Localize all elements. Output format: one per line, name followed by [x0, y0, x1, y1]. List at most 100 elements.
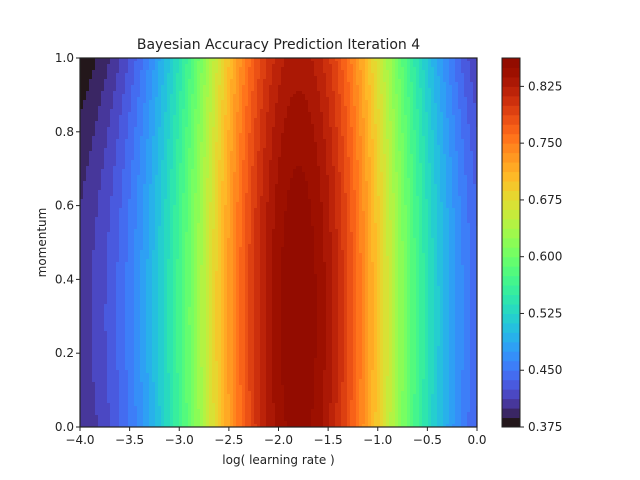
- contour-cell: [470, 259, 477, 263]
- contour-cell: [335, 223, 342, 227]
- contour-cell: [440, 88, 447, 92]
- contour-cell: [218, 70, 222, 74]
- contour-cell: [233, 256, 237, 260]
- contour-cell: [158, 250, 165, 254]
- contour-cell: [293, 94, 306, 98]
- contour-cell: [203, 235, 207, 239]
- contour-cell: [80, 208, 99, 212]
- contour-cell: [398, 196, 402, 200]
- contour-cell: [188, 58, 192, 62]
- contour-cell: [332, 64, 339, 68]
- contour-cell: [137, 175, 147, 179]
- contour-cell: [119, 211, 129, 215]
- contour-cell: [437, 130, 444, 134]
- contour-cell: [434, 181, 441, 185]
- contour-cell: [287, 199, 312, 203]
- contour-cell: [158, 238, 165, 242]
- contour-cell: [380, 220, 384, 224]
- contour-cell: [434, 157, 441, 161]
- contour-cell: [200, 94, 204, 98]
- contour-cell: [218, 253, 222, 257]
- contour-cell: [419, 118, 423, 122]
- contour-cell: [176, 145, 183, 149]
- contour-cell: [347, 241, 354, 245]
- contour-cell: [347, 142, 354, 146]
- contour-cell: [422, 190, 426, 194]
- contour-cell: [194, 265, 198, 269]
- contour-cell: [185, 265, 192, 269]
- contour-cell: [443, 130, 450, 134]
- contour-cell: [164, 202, 171, 206]
- contour-cell: [119, 115, 129, 119]
- contour-cell: [197, 163, 201, 167]
- contour-cell: [191, 235, 195, 239]
- contour-cell: [365, 73, 369, 77]
- contour-cell: [206, 151, 210, 155]
- contour-cell: [425, 169, 432, 173]
- contour-cell: [179, 109, 183, 113]
- contour-cell: [266, 130, 273, 134]
- contour-cell: [233, 259, 237, 263]
- contour-cell: [197, 142, 201, 146]
- contour-cell: [380, 247, 384, 251]
- contour-cell: [263, 193, 270, 197]
- contour-cell: [356, 220, 360, 224]
- contour-cell: [419, 235, 423, 239]
- contour-cell: [398, 193, 402, 197]
- contour-cell: [116, 145, 126, 149]
- contour-cell: [386, 124, 393, 128]
- contour-cell: [323, 235, 333, 239]
- contour-cell: [293, 169, 303, 173]
- contour-cell: [263, 166, 270, 170]
- contour-cell: [221, 223, 225, 227]
- contour-cell: [182, 139, 186, 143]
- contour-cell: [458, 169, 465, 173]
- contour-cell: [317, 160, 327, 164]
- contour-cell: [407, 124, 411, 128]
- contour-cell: [173, 64, 180, 68]
- contour-cell: [446, 88, 453, 92]
- contour-cell: [374, 91, 378, 95]
- contour-cell: [254, 223, 261, 227]
- contour-cell: [134, 247, 144, 251]
- contour-cell: [83, 196, 99, 200]
- contour-cell: [227, 259, 234, 263]
- contour-cell: [362, 97, 366, 101]
- contour-cell: [92, 139, 108, 143]
- contour-cell: [206, 82, 210, 86]
- contour-cell: [446, 154, 450, 158]
- contour-cell: [98, 196, 111, 200]
- contour-cell: [392, 136, 396, 140]
- contour-cell: [377, 238, 381, 242]
- contour-cell: [212, 241, 219, 245]
- contour-cell: [401, 100, 405, 104]
- contour-cell: [233, 253, 237, 257]
- contour-cell: [80, 250, 93, 254]
- contour-cell: [182, 70, 186, 74]
- contour-cell: [236, 118, 243, 122]
- contour-cell: [386, 91, 390, 95]
- contour-cell: [368, 211, 372, 215]
- contour-cell: [461, 109, 468, 113]
- contour-cell: [113, 103, 123, 107]
- contour-cell: [440, 190, 447, 194]
- contour-cell: [407, 139, 411, 143]
- contour-cell: [395, 235, 399, 239]
- contour-cell: [227, 103, 231, 107]
- contour-cell: [416, 91, 423, 95]
- contour-cell: [185, 238, 192, 242]
- contour-cell: [440, 175, 447, 179]
- contour-cell: [380, 199, 384, 203]
- contour-cell: [422, 130, 429, 134]
- contour-cell: [419, 202, 423, 206]
- contour-cell: [134, 253, 141, 257]
- contour-cell: [197, 268, 201, 272]
- contour-cell: [443, 238, 450, 242]
- contour-cell: [323, 223, 330, 227]
- contour-cell: [359, 169, 363, 173]
- contour-cell: [359, 124, 366, 128]
- contour-cell: [458, 193, 468, 197]
- contour-cell: [428, 58, 432, 62]
- contour-cell: [248, 181, 252, 185]
- contour-cell: [452, 85, 459, 89]
